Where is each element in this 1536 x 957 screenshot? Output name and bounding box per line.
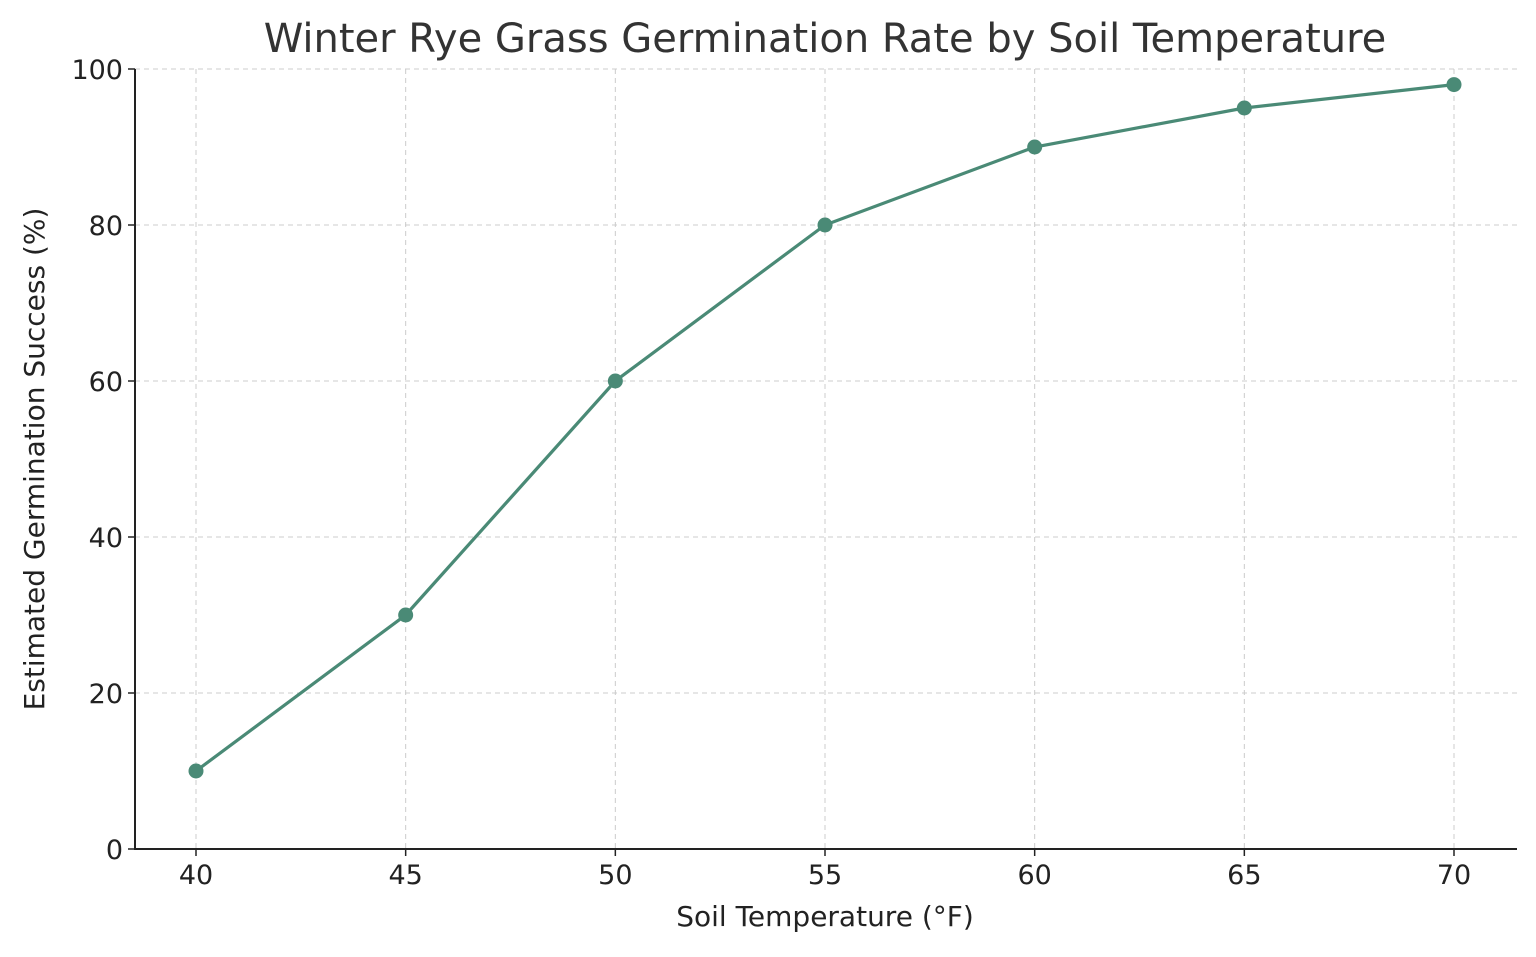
y-tick-label: 80 bbox=[89, 211, 123, 242]
x-tick-label: 55 bbox=[808, 860, 842, 891]
data-point bbox=[817, 217, 833, 233]
x-tick-label: 50 bbox=[598, 860, 632, 891]
chart-title: Winter Rye Grass Germination Rate by Soi… bbox=[264, 16, 1387, 62]
y-tick-label: 40 bbox=[89, 523, 123, 554]
x-tick-label: 65 bbox=[1227, 860, 1261, 891]
data-point bbox=[607, 373, 623, 389]
y-tick-label: 60 bbox=[89, 367, 123, 398]
grid bbox=[135, 68, 1517, 850]
x-tick-label: 40 bbox=[179, 860, 213, 891]
y-tick-label: 0 bbox=[106, 835, 123, 866]
x-tick-label: 60 bbox=[1017, 860, 1051, 891]
x-tick-label: 45 bbox=[388, 860, 422, 891]
data-point bbox=[398, 607, 414, 623]
y-axis-label: Estimated Germination Success (%) bbox=[18, 208, 51, 711]
data-point bbox=[188, 763, 204, 779]
data-point bbox=[1027, 139, 1043, 155]
x-axis-label: Soil Temperature (°F) bbox=[676, 900, 974, 933]
y-tick-label: 20 bbox=[89, 679, 123, 710]
y-tick-label: 100 bbox=[71, 55, 123, 86]
data-point bbox=[1236, 100, 1252, 116]
x-tick-label: 70 bbox=[1437, 860, 1471, 891]
data-point bbox=[1446, 77, 1462, 93]
